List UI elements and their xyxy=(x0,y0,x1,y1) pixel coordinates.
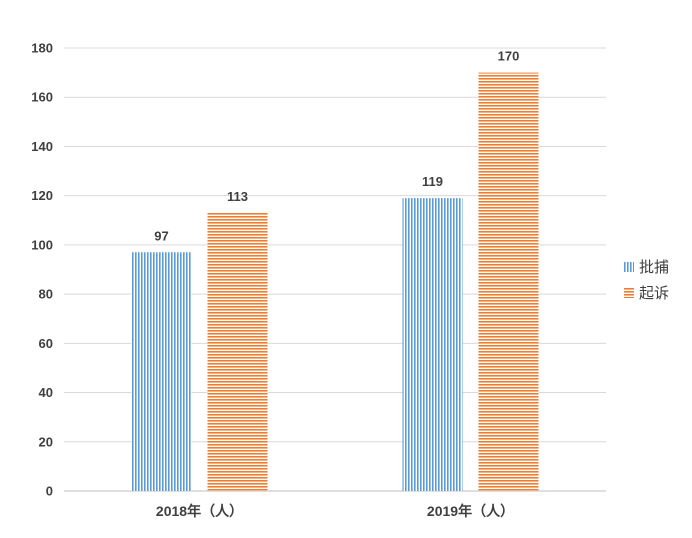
bar-批捕-2 xyxy=(402,198,463,491)
y-tick-label: 160 xyxy=(31,90,53,105)
data-label: 113 xyxy=(227,189,248,204)
y-tick-label: 180 xyxy=(31,41,53,56)
bar-批捕-1 xyxy=(131,252,192,491)
y-tick-label: 80 xyxy=(39,287,53,302)
data-label: 119 xyxy=(422,174,443,189)
y-axis-ticks: 0 20 40 60 80 100 120 140 160 180 xyxy=(31,41,53,499)
x-axis-categories: 2018年（人） 2019年（人） xyxy=(156,503,514,519)
y-tick-label: 140 xyxy=(31,139,53,154)
bar-起诉-1 xyxy=(207,212,268,491)
y-tick-label: 120 xyxy=(31,188,53,203)
legend-swatch xyxy=(624,262,634,272)
data-labels: 97 113 119 170 xyxy=(154,49,519,244)
y-tick-label: 100 xyxy=(31,237,53,252)
y-tick-label: 0 xyxy=(46,484,53,499)
legend-label: 批捕 xyxy=(639,259,669,276)
data-label: 97 xyxy=(154,228,168,243)
data-label: 170 xyxy=(498,49,520,64)
y-tick-label: 40 xyxy=(39,385,53,400)
y-tick-label: 60 xyxy=(39,336,53,351)
category-label: 2018年（人） xyxy=(156,503,243,519)
bar-起诉-2 xyxy=(478,72,539,491)
category-label: 2019年（人） xyxy=(427,503,514,519)
y-tick-label: 20 xyxy=(39,434,53,449)
legend-swatch xyxy=(624,288,634,298)
bars xyxy=(131,72,539,491)
legend-label: 起诉 xyxy=(639,285,669,302)
